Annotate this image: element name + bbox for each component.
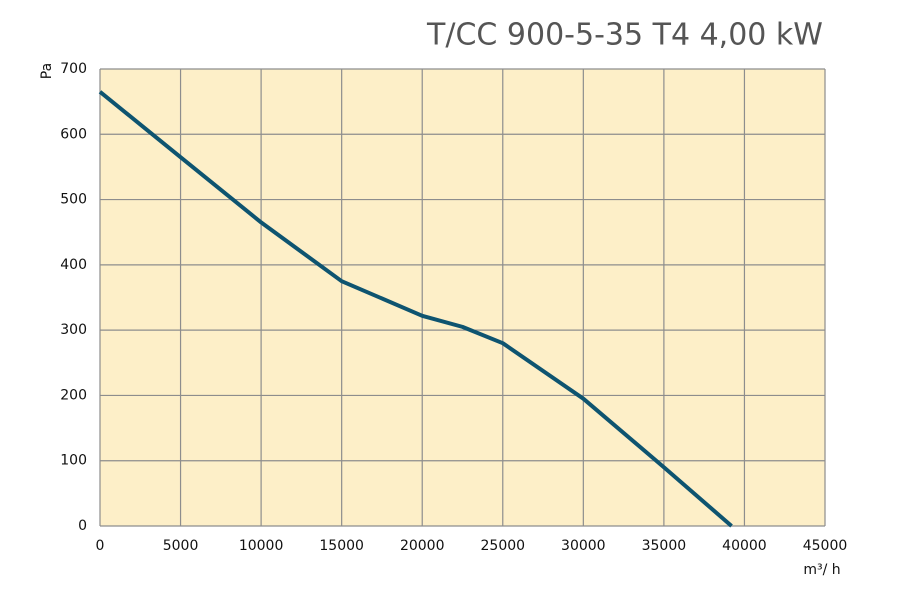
y-tick-label: 200: [60, 387, 87, 403]
x-tick-label: 30000: [561, 538, 606, 554]
x-axis-label: m³/ h: [803, 562, 840, 578]
x-tick-label: 40000: [722, 538, 767, 554]
x-tick-label: 5000: [163, 538, 199, 554]
x-tick-label: 0: [96, 538, 105, 554]
x-tick-label: 15000: [319, 538, 364, 554]
y-tick-label: 400: [60, 257, 87, 273]
x-tick-label: 25000: [481, 538, 526, 554]
y-tick-label: 100: [60, 453, 87, 469]
plot-area: [100, 69, 825, 526]
y-axis-label: Pa: [39, 63, 55, 79]
y-tick-label: 700: [60, 61, 87, 77]
y-tick-label: 300: [60, 322, 87, 338]
line: [98, 90, 733, 528]
x-tick-label: 35000: [642, 538, 687, 554]
chart-title: T/CC 900-5-35 T4 4,00 kW: [426, 18, 823, 53]
x-tick-label: 45000: [803, 538, 848, 554]
y-tick-label: 500: [60, 192, 87, 208]
x-tick-label: 10000: [239, 538, 284, 554]
x-tick-label: 20000: [400, 538, 445, 554]
y-tick-label: 0: [78, 518, 87, 534]
y-tick-label: 600: [60, 126, 87, 142]
